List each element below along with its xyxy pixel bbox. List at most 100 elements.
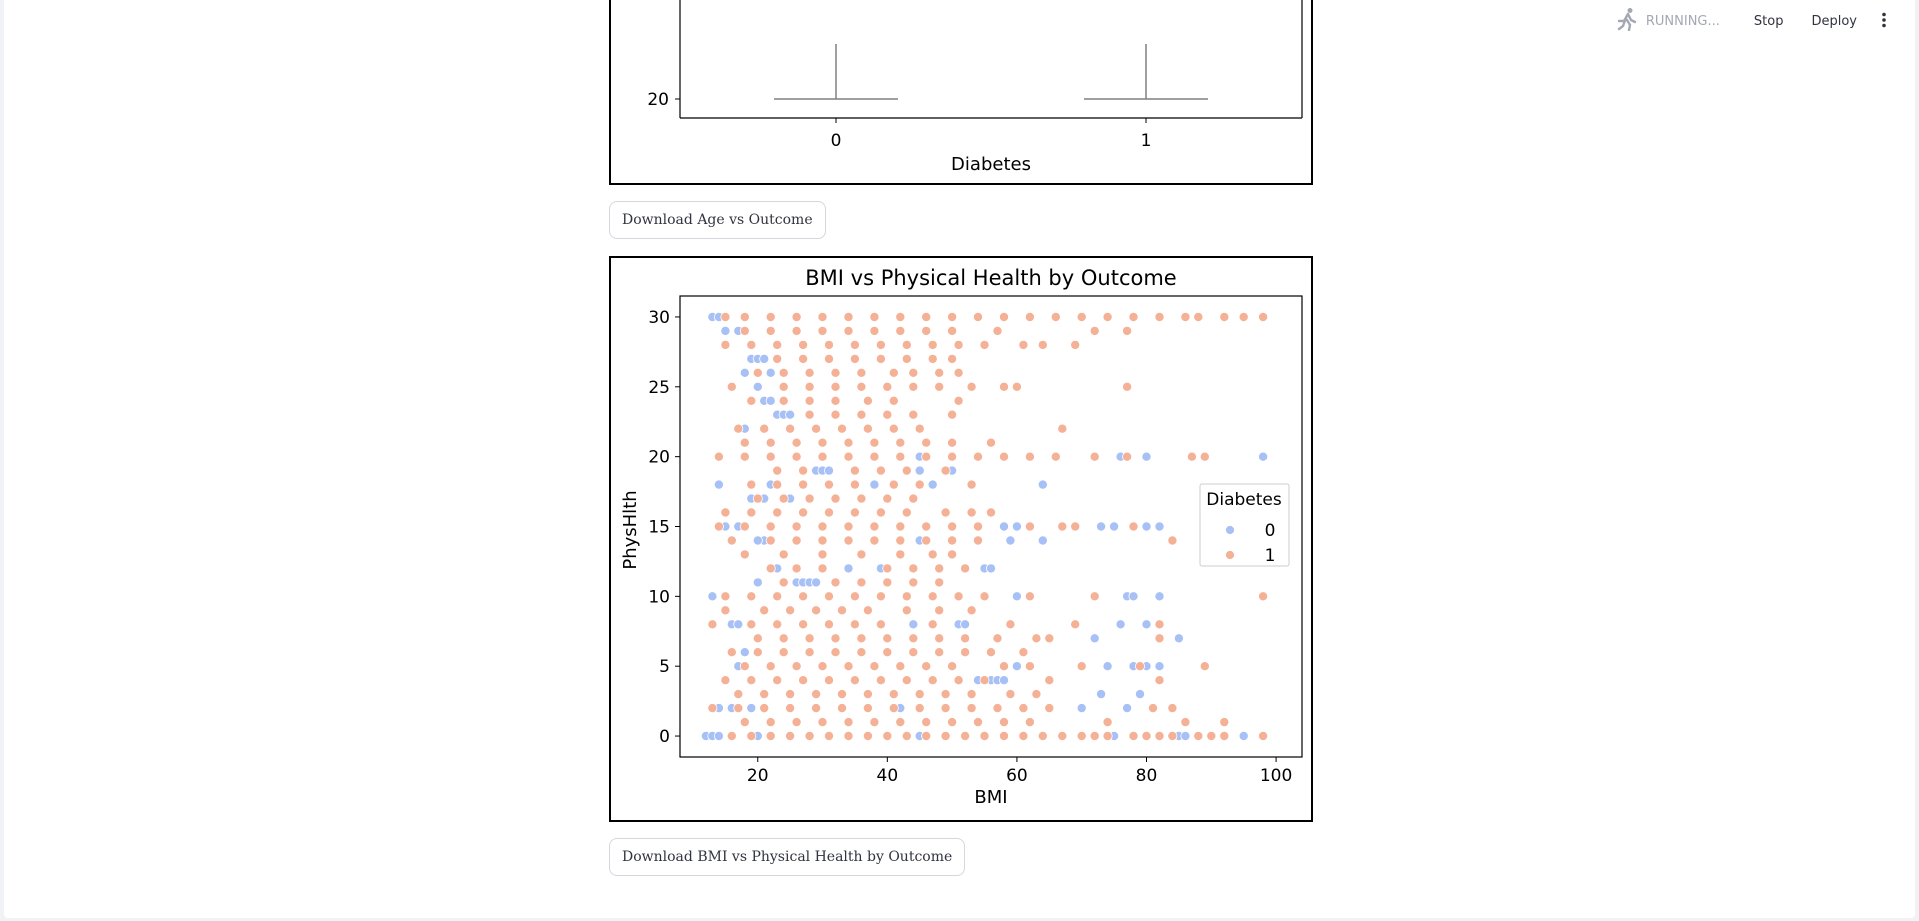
chart-title: BMI vs Physical Health by Outcome [805, 266, 1176, 290]
scatter-point-series-1 [785, 605, 796, 616]
boxplot-whisker-0 [774, 44, 898, 100]
scatter-point-series-1 [817, 549, 828, 560]
scatter-point-series-1 [713, 451, 724, 462]
y-tick-label: 20 [647, 90, 669, 110]
scatter-point-series-1 [882, 493, 893, 504]
scatter-point-series-1 [869, 535, 880, 546]
scatter-point-series-1 [726, 535, 737, 546]
scatter-point-series-1 [1180, 312, 1191, 323]
scatter-point-series-0 [1180, 730, 1191, 741]
scatter-point-series-1 [765, 437, 776, 448]
scatter-point-series-1 [791, 717, 802, 728]
boxplot-whisker-1 [1084, 44, 1208, 100]
scatter-point-series-1 [869, 325, 880, 336]
scatter-point-series-1 [843, 521, 854, 532]
scatter-point-series-1 [843, 661, 854, 672]
main-menu-button[interactable] [1871, 6, 1897, 37]
scatter-point-series-1 [759, 605, 770, 616]
scatter-point-series-1 [934, 647, 945, 658]
scatter-point-series-1 [804, 493, 815, 504]
scatter-point-series-1 [1018, 703, 1029, 714]
deploy-button[interactable]: Deploy [1811, 13, 1857, 29]
scatter-point-series-1 [1180, 717, 1191, 728]
scatter-point-series-1 [849, 675, 860, 686]
scatter-point-series-1 [895, 661, 906, 672]
scatter-point-series-1 [947, 549, 958, 560]
scatter-point-series-1 [772, 591, 783, 602]
scatter-point-series-0 [1141, 619, 1152, 630]
scatter-point-series-0 [1076, 703, 1087, 714]
scatter-point-series-1 [1258, 591, 1269, 602]
scatter-point-series-1 [830, 409, 841, 420]
scatter-point-series-1 [849, 465, 860, 476]
download-bmi-button[interactable]: Download BMI vs Physical Health by Outco… [609, 838, 966, 876]
scatter-point-series-1 [927, 591, 938, 602]
scatter-point-series-1 [953, 395, 964, 406]
scatter-point-series-1 [791, 312, 802, 323]
scatter-point-series-1 [1037, 339, 1048, 350]
scatter-point-series-1 [836, 605, 847, 616]
scatter-point-series-1 [921, 325, 932, 336]
scatter-point-series-1 [1154, 619, 1165, 630]
boxplot-axes [679, 0, 1303, 119]
scatter-point-series-1 [888, 395, 899, 406]
scatter-point-series-1 [817, 312, 828, 323]
scatter-point-series-1 [998, 661, 1009, 672]
scatter-point-series-1 [746, 507, 757, 518]
scatter-point-series-1 [862, 423, 873, 434]
scatter-point-series-1 [811, 423, 822, 434]
scatter-point-series-1 [953, 675, 964, 686]
scatter-point-series-1 [914, 423, 925, 434]
scatter-point-series-1 [947, 717, 958, 728]
scatter-point-series-1 [1024, 591, 1035, 602]
download-age-button[interactable]: Download Age vs Outcome [609, 201, 826, 239]
scatter-point-series-1 [966, 689, 977, 700]
scatter-point-series-0 [752, 577, 763, 588]
scatter-point-series-1 [947, 661, 958, 672]
scatter-point-series-0 [843, 563, 854, 574]
scatter-point-series-1 [921, 535, 932, 546]
scatter-point-series-1 [765, 312, 776, 323]
scatter-point-series-1 [1128, 521, 1139, 532]
scatter-point-series-1 [772, 675, 783, 686]
scatter-point-series-1 [836, 689, 847, 700]
scatter-point-series-1 [882, 730, 893, 741]
scatter-point-series-1 [901, 353, 912, 364]
scatter-point-series-1 [739, 312, 750, 323]
scatter-point-series-0 [759, 353, 770, 364]
stop-button[interactable]: Stop [1753, 13, 1784, 29]
scatter-point-series-1 [759, 689, 770, 700]
scatter-point-series-1 [830, 395, 841, 406]
scatter-point-series-0 [1115, 619, 1126, 630]
running-status: RUNNING... [1616, 7, 1720, 35]
scatter-point-series-1 [752, 367, 763, 378]
scatter-point-series-1 [966, 479, 977, 490]
scatter-point-series-1 [1128, 312, 1139, 323]
legend-marker-0 [1225, 525, 1235, 535]
scatter-point-series-1 [869, 437, 880, 448]
scatter-point-series-1 [746, 339, 757, 350]
scatter-point-series-1 [733, 703, 744, 714]
scatter-point-series-1 [785, 730, 796, 741]
scatter-point-series-1 [1128, 730, 1139, 741]
scatter-point-series-1 [908, 367, 919, 378]
scatter-point-series-1 [869, 717, 880, 728]
scatter-point-series-0 [998, 675, 1009, 686]
scatter-point-series-1 [856, 549, 867, 560]
scatter-point-series-1 [1044, 675, 1055, 686]
scatter-point-series-1 [947, 325, 958, 336]
scatter-point-series-1 [713, 521, 724, 532]
scatter-point-series-1 [817, 325, 828, 336]
scatter-point-series-1 [817, 563, 828, 574]
scatter-point-series-1 [972, 535, 983, 546]
scatter-point-series-1 [817, 521, 828, 532]
scatter-point-series-1 [914, 689, 925, 700]
scatter-point-series-1 [726, 730, 737, 741]
scatter-point-series-0 [1096, 689, 1107, 700]
scatter-point-series-1 [901, 605, 912, 616]
scatter-point-series-0 [1135, 689, 1146, 700]
scatter-point-series-1 [836, 423, 847, 434]
scatter-point-series-1 [1122, 325, 1133, 336]
scatter-point-series-1 [895, 535, 906, 546]
